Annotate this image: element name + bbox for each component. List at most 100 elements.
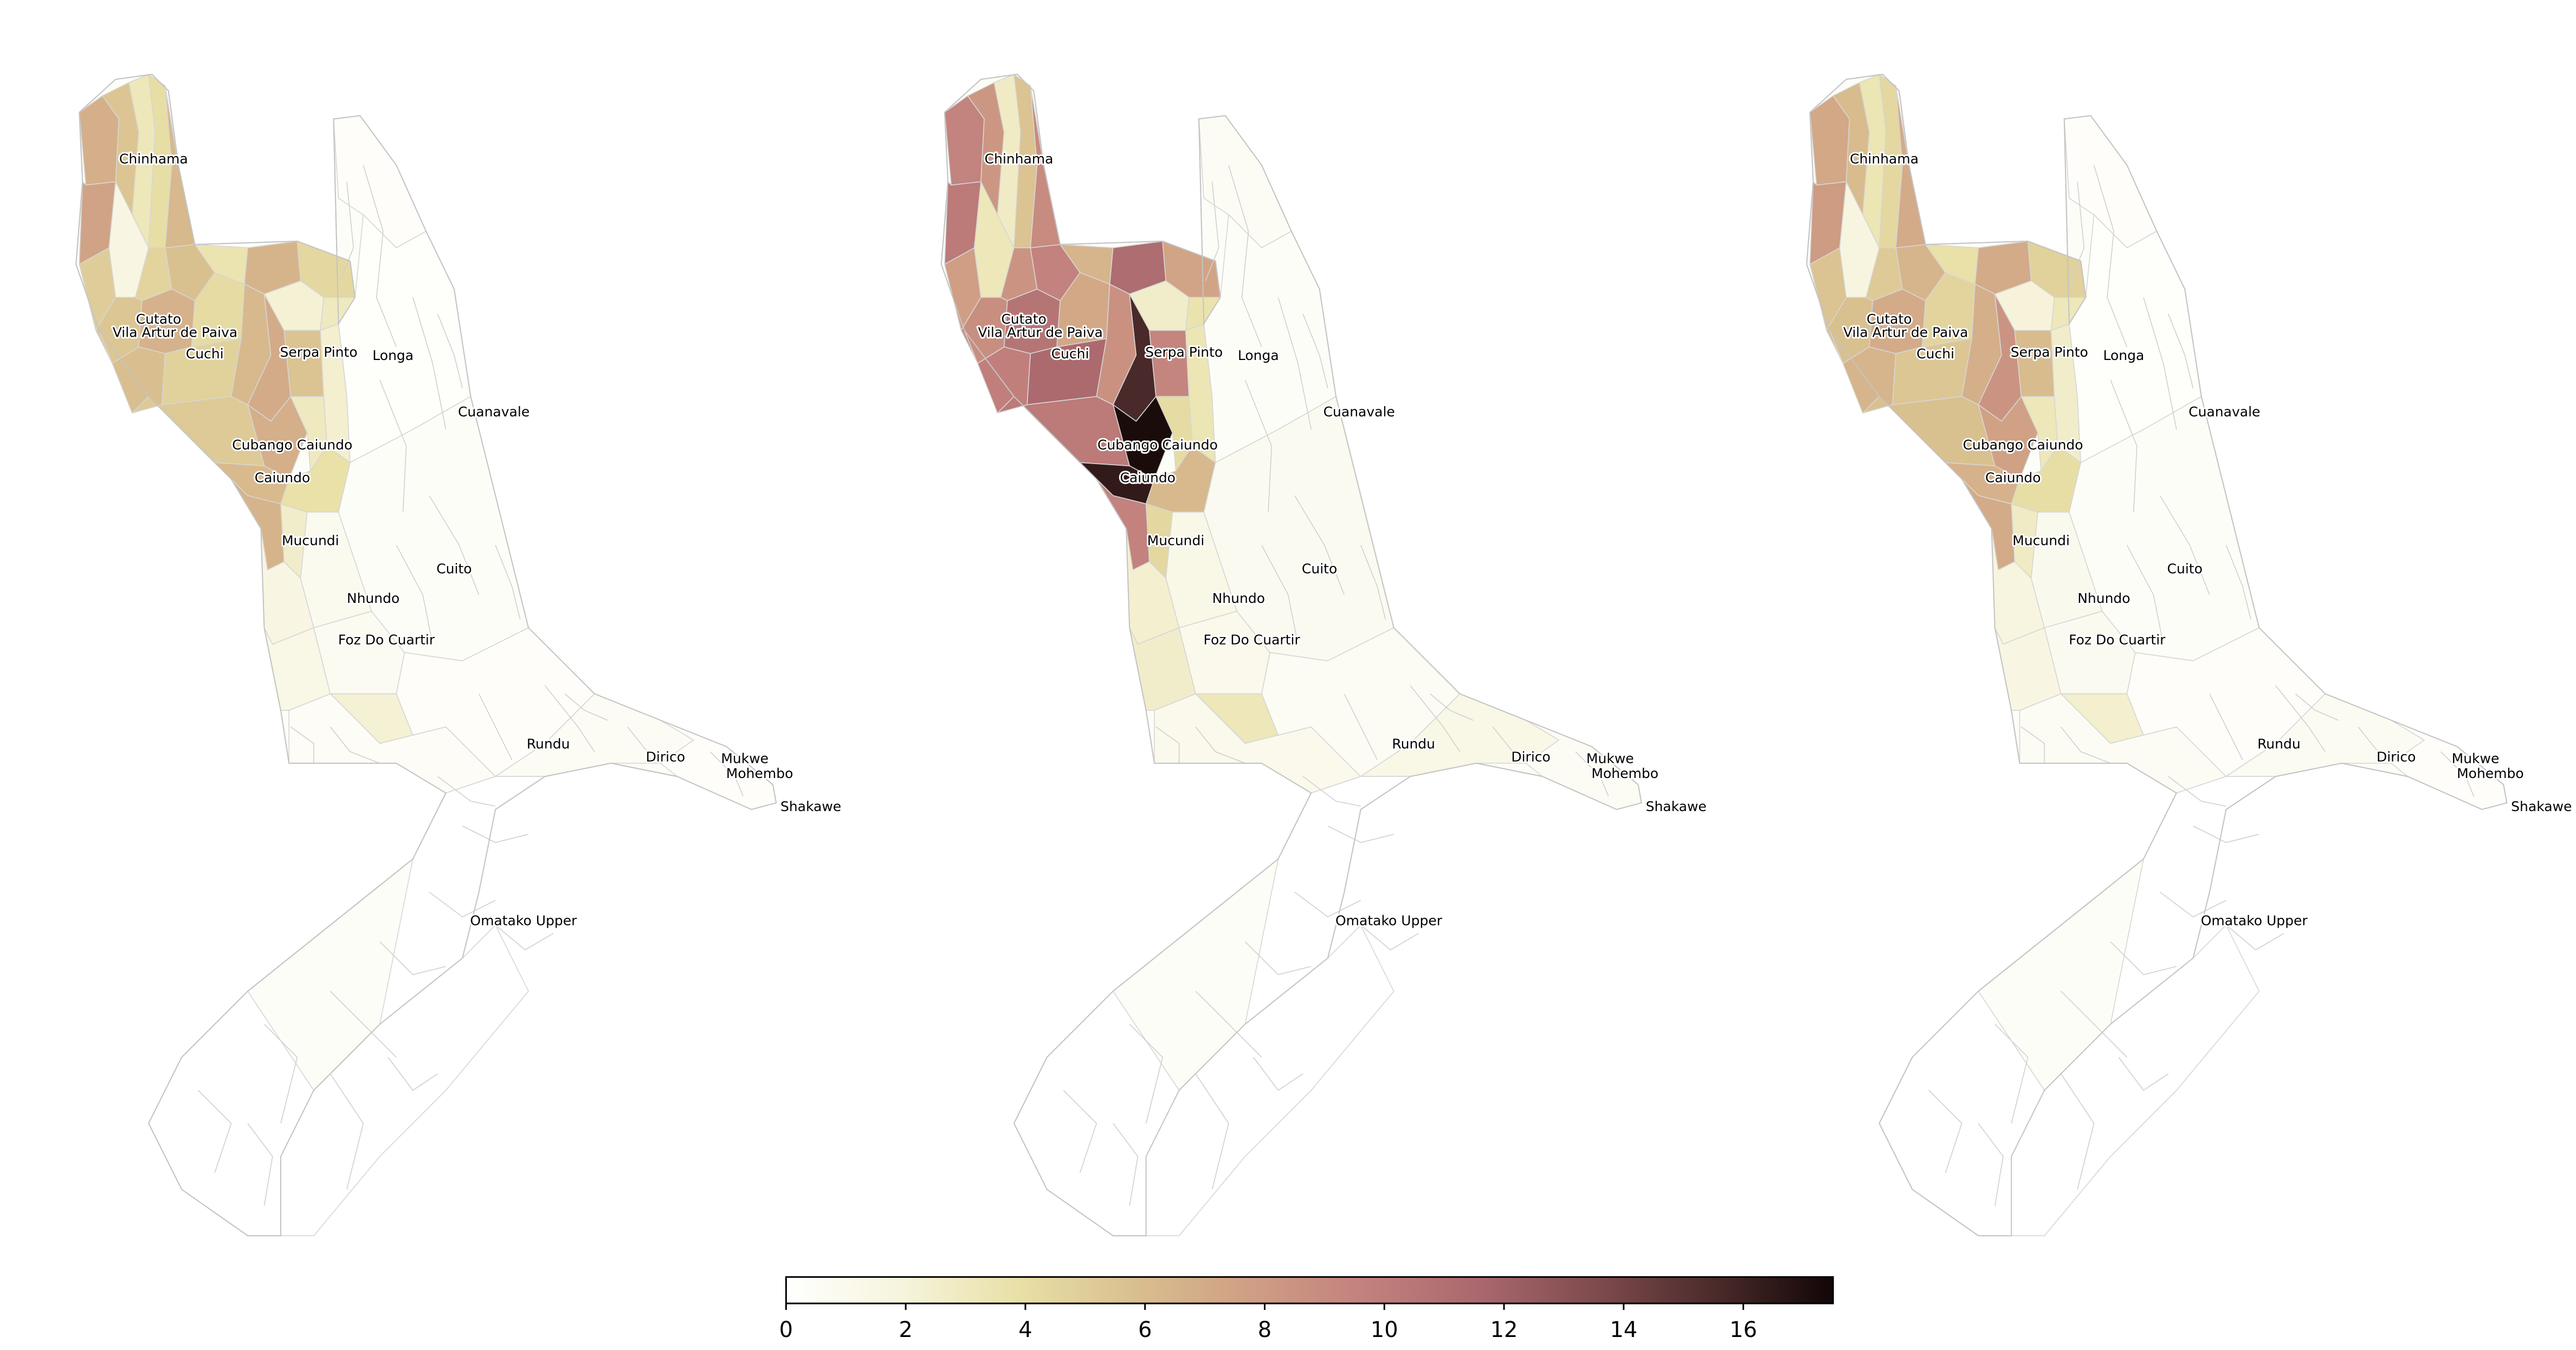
subbasin-boundary [2118,1057,2169,1091]
basin-border [1806,74,2508,1237]
place-label: Longa [1238,348,1279,363]
subbasin-boundary [2275,685,2326,752]
place-label: Vila Artur de Paiva [113,325,238,340]
basin-border [940,74,1642,1237]
place-label: Longa [2103,348,2144,363]
place-label: Cuanavale [2188,404,2260,420]
subbasin-boundary [330,991,397,1058]
place-label: Foz Do Cuartir [2069,632,2166,647]
subbasin-boundary [379,380,407,512]
subbasin-boundary [1113,1123,1139,1206]
place-label: Caiundo [255,470,311,486]
colorbar-tick-label: 14 [1610,1317,1637,1342]
subbasin-boundary [263,1024,298,1124]
place-label: Shakawe [2511,799,2572,814]
subbasin-boundary [1228,165,1262,348]
subbasin-cubango-2 [997,396,1130,467]
subbasin-boundary [2126,545,2164,645]
place-label: Cutato [1001,311,1047,327]
subbasin-boundary [709,751,744,797]
basin-border [75,74,777,1237]
place-label: Chinhama [119,151,188,167]
subbasin-boundary [363,165,397,348]
subbasin-boundary [2159,495,2210,595]
colorbar-tick-label: 8 [1258,1317,1271,1342]
subbasin-boundary [1195,991,1262,1058]
place-label: Omatako Upper [2201,912,2308,928]
subbasin-boundary [437,776,496,807]
place-label: Foz Do Cuartir [338,632,435,647]
subbasin-boundary [412,297,447,430]
subbasin-boundary [1575,751,1609,797]
place-label: Caiundo [1120,470,1176,486]
place-label: Chinhama [1850,151,1919,167]
subbasin-boundary [2358,727,2384,764]
subbasin-boundary [2209,693,2243,760]
subbasin-boundary [1063,1090,1097,1173]
place-label: Chinhama [985,151,1054,167]
place-label: Cubango Caiundo [1097,437,1218,453]
place-label: Mucundi [2012,533,2070,549]
subbasin-boundary [1302,313,1328,389]
subbasin-boundary [1205,182,1219,281]
place-label: Cuito [2167,561,2203,576]
subbasin-serpa-2 [283,330,325,397]
subbasin-boundary [1244,380,1273,512]
subbasin-boundary [1195,727,1245,764]
subbasin-boundary [2168,776,2226,807]
colorbar-tick-label: 0 [779,1317,793,1342]
subbasin-boundary [429,891,496,918]
place-label: Cutato [136,311,182,327]
place-label: Shakawe [1646,799,1707,814]
subbasin-boundary [2061,1073,2095,1190]
place-label: Mohembo [726,766,793,781]
place-label: Cuchi [1051,346,1089,362]
subbasin-boundary [379,941,446,975]
colorbar-tick-label: 6 [1138,1317,1152,1342]
place-label: Dirico [646,749,685,765]
place-label: Longa [372,348,414,363]
colorbar: 0 2 4 6 8 10 12 14 16 [779,1276,1834,1342]
subbasin-boundary [1129,1024,1163,1124]
place-label: Nhundo [2077,590,2130,606]
place-label: Mohembo [1591,766,1658,781]
subbasin-boundary [330,727,380,764]
subbasin-boundary [1261,545,1299,645]
subbasin-boundary [2061,991,2128,1058]
place-label: Cuchi [186,346,224,362]
subbasin-boundary [1244,941,1312,975]
place-label: Cuanavale [1323,404,1395,420]
subbasin-boundary [290,727,314,763]
subbasin-boundary [330,1073,364,1190]
subbasin-serpa-2 [1148,330,1190,397]
subbasin-boundary [2295,693,2339,721]
subbasin-boundary [564,693,608,721]
place-label: Mucundi [1147,533,1205,549]
subbasin-boundary [495,924,554,950]
place-label: Serpa Pinto [2011,344,2088,360]
subbasin-boundary [1302,776,1361,807]
subbasin-boundary [198,1090,232,1173]
colorbar-tick-label: 10 [1371,1317,1398,1342]
place-label: Mukwe [721,751,769,767]
place-label: Cubango Caiundo [1963,437,2083,453]
subbasin-boundary [1928,1090,1962,1173]
place-label: Vila Artur de Paiva [1843,325,1968,340]
subbasin-boundary [396,545,434,645]
subbasin-boundary [2167,313,2194,389]
subbasin-boundary [1978,1123,2004,1206]
subbasin-boundary [627,727,653,764]
place-label: Dirico [2377,749,2416,765]
subbasin-boundary [462,825,529,843]
subbasin-boundary [2110,941,2177,975]
subbasin-boundary [2021,727,2045,763]
place-label: Nhundo [347,590,399,606]
place-label: Serpa Pinto [280,344,358,360]
place-label: Cuanavale [458,404,530,420]
subbasin-boundary [2440,751,2475,797]
subbasin-boundary [339,182,354,281]
place-label: Rundu [527,736,570,751]
